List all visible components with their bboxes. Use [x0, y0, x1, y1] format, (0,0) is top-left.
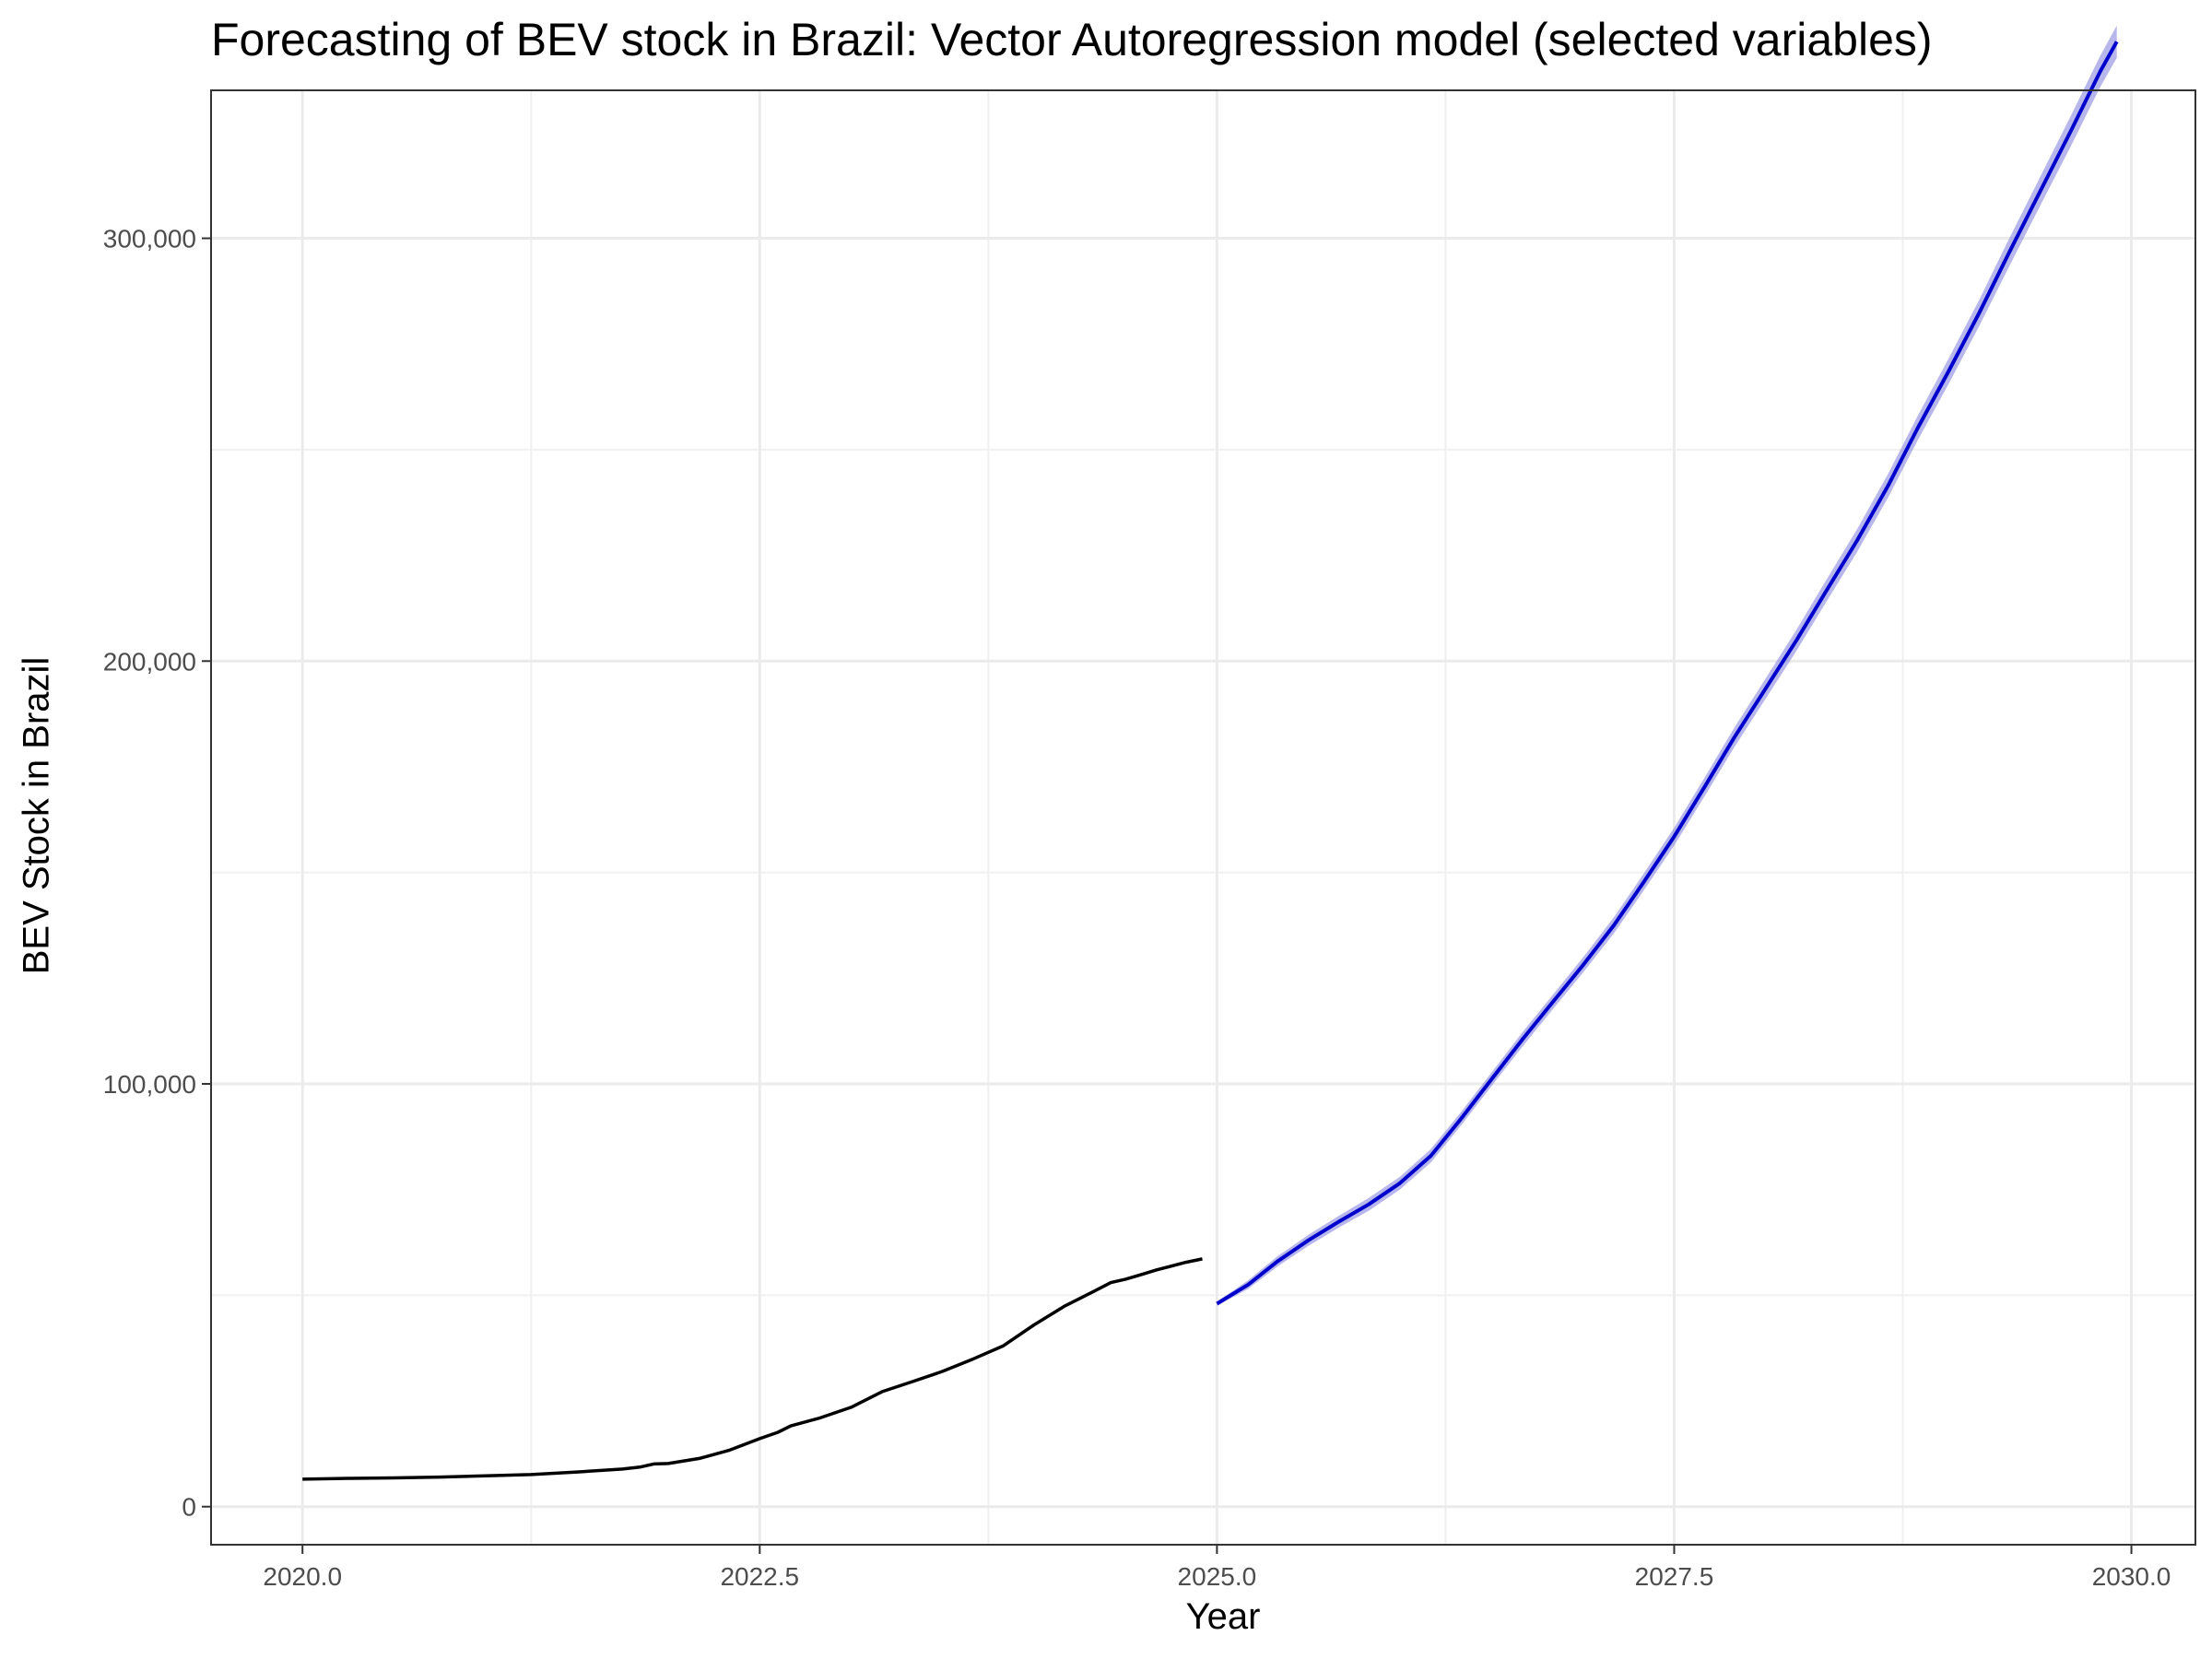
forecast-series-line [1216, 41, 2119, 1306]
x-tick-label: 2027.5 [1635, 1562, 1714, 1591]
x-tick-label: 2030.0 [2092, 1562, 2171, 1591]
grid-minor [211, 90, 2195, 1545]
y-tick-label: 100,000 [103, 1070, 196, 1099]
series-layer [302, 25, 2119, 1481]
y-tick-label: 0 [182, 1493, 196, 1522]
chart-title: Forecasting of BEV stock in Brazil: Vect… [211, 14, 1933, 65]
y-tick-label: 200,000 [103, 647, 196, 676]
x-tick-label: 2022.5 [720, 1562, 799, 1591]
y-tick-label: 300,000 [103, 225, 196, 253]
panel-border [210, 89, 2196, 1546]
y-axis: 0 100,000 200,000 300,000 [103, 225, 211, 1522]
x-axis: 2020.0 2022.5 2025.0 2027.5 2030.0 [263, 1545, 2171, 1591]
historical-series-line [302, 1257, 1203, 1481]
x-tick-label: 2020.0 [263, 1562, 342, 1591]
x-tick-label: 2025.0 [1178, 1562, 1257, 1591]
panel-background [211, 90, 2195, 1545]
